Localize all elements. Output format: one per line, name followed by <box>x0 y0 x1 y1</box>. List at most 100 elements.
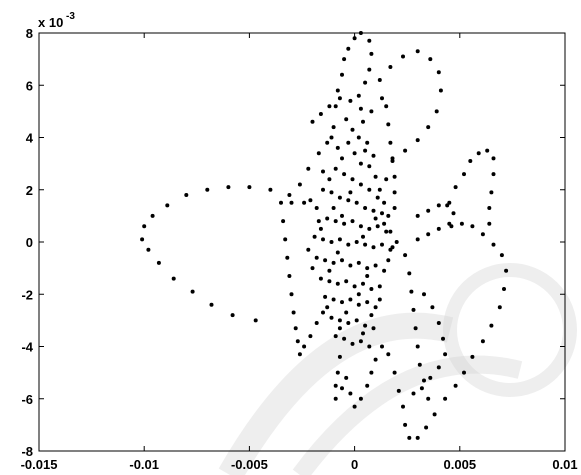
data-point <box>363 80 368 85</box>
data-point <box>470 354 475 359</box>
data-point <box>426 232 431 237</box>
data-point <box>367 38 372 43</box>
data-point <box>358 224 363 229</box>
data-point <box>354 200 359 205</box>
data-point <box>363 323 368 328</box>
data-point <box>449 224 454 229</box>
data-point <box>342 172 347 177</box>
data-point <box>350 177 355 182</box>
data-point <box>377 297 382 302</box>
data-point <box>428 57 433 62</box>
data-point <box>453 185 458 190</box>
data-point <box>497 305 502 310</box>
data-point <box>356 302 361 307</box>
data-point <box>318 112 323 116</box>
data-point <box>377 78 382 82</box>
data-point <box>146 247 151 252</box>
data-point <box>367 226 372 231</box>
data-point <box>350 341 355 346</box>
data-point <box>337 96 342 101</box>
data-point <box>382 268 387 273</box>
data-point <box>344 375 349 380</box>
y-tick-label: -8 <box>21 444 33 459</box>
data-point <box>348 263 353 268</box>
data-point <box>165 203 170 208</box>
data-point <box>369 287 374 291</box>
data-point <box>329 190 334 195</box>
data-point <box>150 213 155 218</box>
data-point <box>314 206 319 210</box>
data-point <box>388 247 393 252</box>
data-point <box>426 208 431 213</box>
data-point <box>365 274 370 278</box>
data-point <box>335 250 340 255</box>
data-point <box>321 187 325 192</box>
data-point <box>365 383 370 388</box>
data-point <box>321 310 325 315</box>
data-point <box>443 396 448 401</box>
data-point <box>380 96 384 101</box>
data-point <box>386 352 391 357</box>
data-point <box>415 237 420 242</box>
data-point <box>329 315 334 320</box>
data-point <box>337 326 342 331</box>
data-point <box>333 104 338 109</box>
data-point <box>365 140 370 145</box>
data-point <box>310 119 315 124</box>
data-point <box>373 357 378 362</box>
data-point <box>356 292 361 297</box>
data-point <box>371 326 376 331</box>
y-tick-label: -4 <box>21 340 33 355</box>
data-point <box>308 334 313 339</box>
data-point <box>358 396 363 401</box>
data-point <box>348 98 353 103</box>
data-point <box>382 221 387 226</box>
data-point <box>392 370 397 375</box>
data-point <box>384 104 389 109</box>
data-point <box>438 88 443 93</box>
data-point <box>369 313 374 318</box>
data-point <box>342 57 347 62</box>
y-tick-label: -6 <box>21 392 33 407</box>
data-point <box>371 208 376 213</box>
data-point <box>337 318 342 323</box>
data-point <box>407 271 412 276</box>
data-point <box>392 190 397 195</box>
data-point <box>226 185 231 190</box>
data-point <box>377 187 382 192</box>
data-point <box>480 232 485 237</box>
data-point <box>491 156 496 161</box>
data-point <box>424 425 429 430</box>
data-point <box>462 172 466 177</box>
data-point <box>365 300 370 305</box>
data-point <box>358 339 363 344</box>
data-point <box>369 51 374 56</box>
data-point <box>333 334 338 339</box>
data-point <box>489 323 494 328</box>
data-point <box>350 219 355 224</box>
data-point <box>499 253 504 258</box>
data-point <box>430 305 435 310</box>
data-point <box>390 159 395 163</box>
data-point <box>443 352 448 357</box>
data-point <box>283 237 288 242</box>
data-point <box>487 206 492 210</box>
data-point <box>354 318 359 323</box>
data-point <box>371 245 376 250</box>
data-point <box>426 125 431 130</box>
data-point <box>327 104 332 109</box>
data-point <box>329 240 334 244</box>
data-point <box>247 185 252 190</box>
data-point <box>335 145 340 150</box>
data-point <box>428 375 433 380</box>
data-point <box>331 125 336 130</box>
data-point <box>293 326 298 331</box>
data-point <box>346 140 351 145</box>
data-point <box>289 200 294 205</box>
data-point <box>289 292 294 297</box>
data-point <box>436 365 441 370</box>
data-point <box>361 281 365 286</box>
data-point <box>369 370 374 375</box>
data-point <box>375 224 380 229</box>
